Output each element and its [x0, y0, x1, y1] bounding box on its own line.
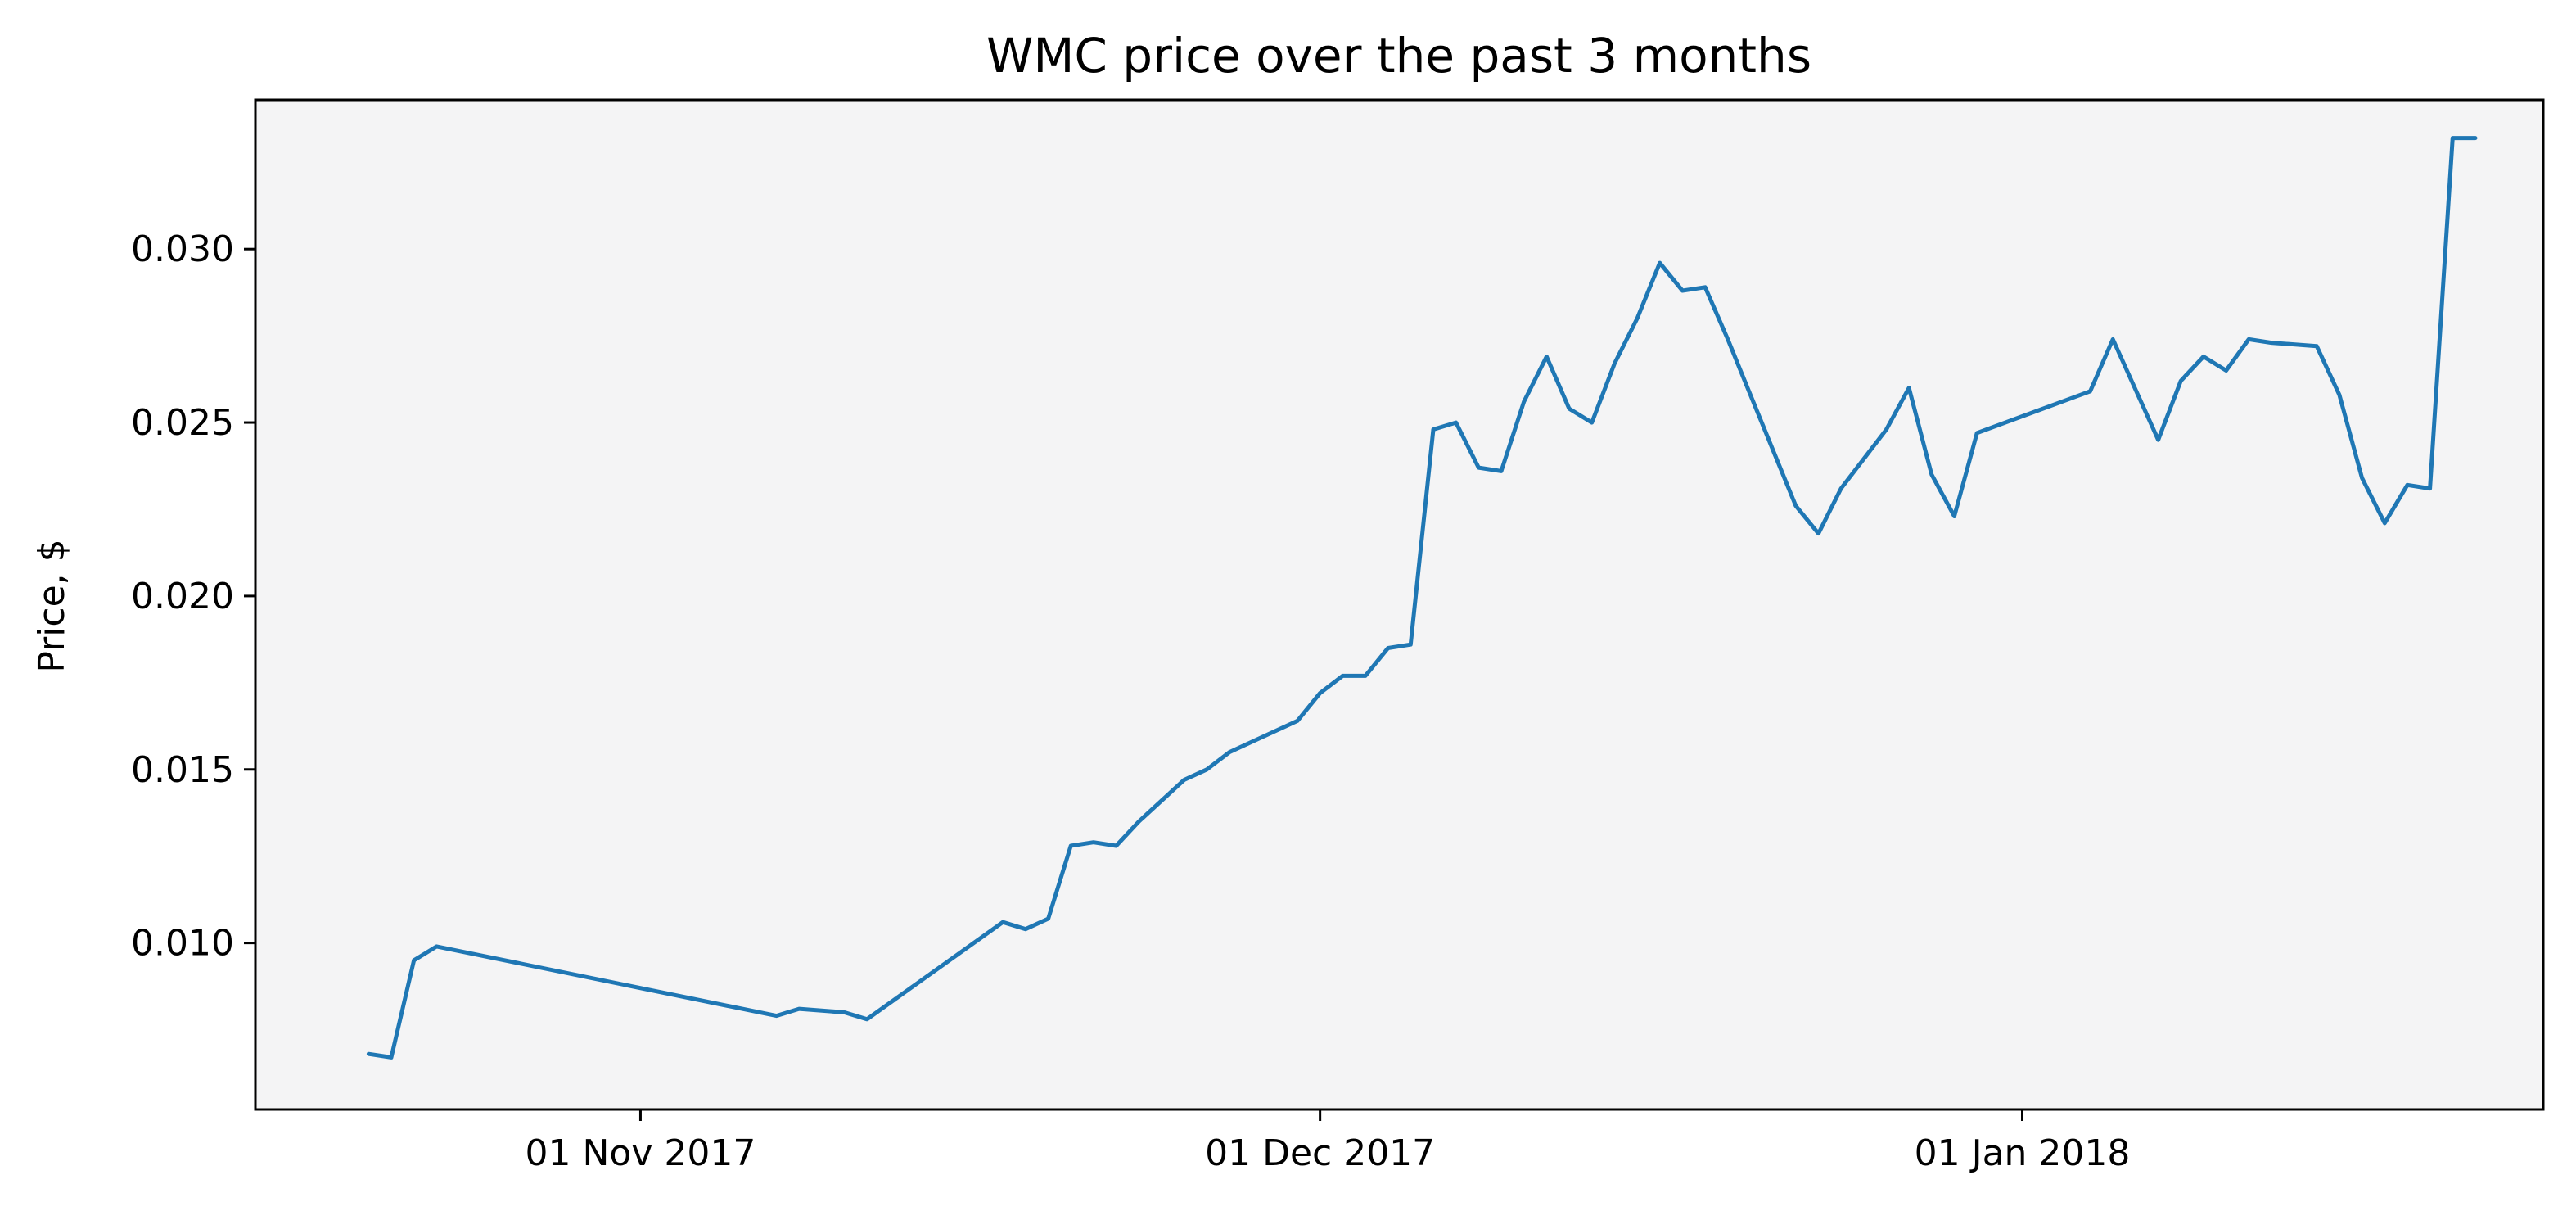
y-tick-label: 0.010 — [131, 923, 234, 965]
plot-area — [255, 100, 2543, 1109]
y-tick-label: 0.020 — [131, 576, 234, 617]
x-tick-label: 01 Jan 2018 — [1915, 1132, 2131, 1174]
y-tick-label: 0.015 — [131, 749, 234, 791]
axes-frame — [254, 98, 2545, 1111]
y-axis-label: Price, $ — [31, 539, 73, 672]
x-tick-label: 01 Nov 2017 — [526, 1132, 756, 1174]
x-tick-label: 01 Dec 2017 — [1205, 1132, 1435, 1174]
y-tick-label: 0.025 — [131, 402, 234, 444]
chart-title: WMC price over the past 3 months — [986, 28, 1811, 84]
y-tick-label: 0.030 — [131, 228, 234, 270]
ticks-layer: 01 Nov 2017 01 Dec 2017 01 Jan 2018 0.010 0.… — [131, 228, 2130, 1174]
price-series-line-0 — [366, 136, 2478, 1060]
series-layer — [366, 136, 2478, 1060]
